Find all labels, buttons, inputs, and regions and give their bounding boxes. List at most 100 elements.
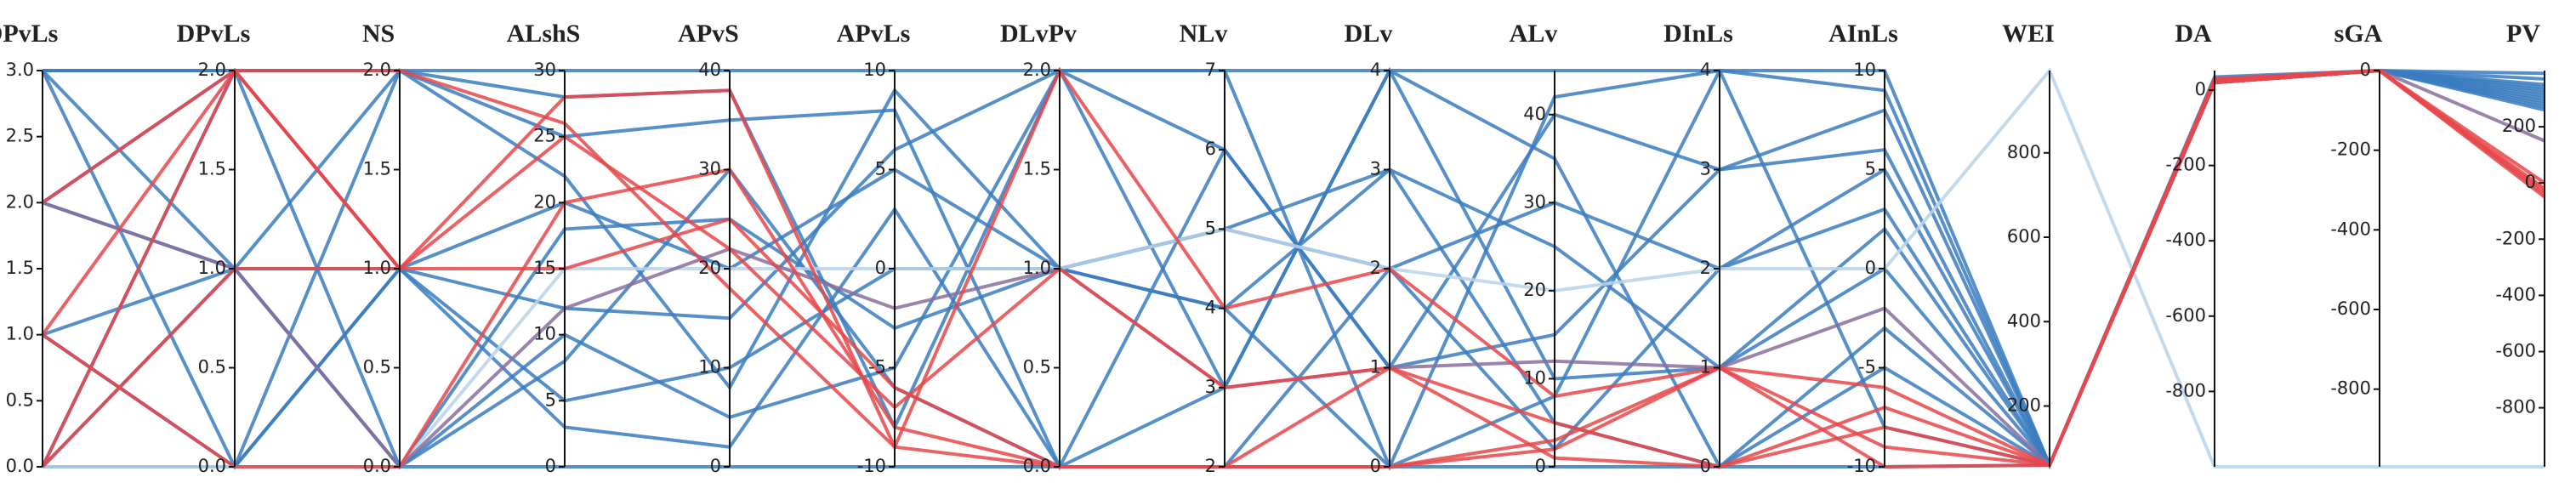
tick-label: -10	[857, 456, 886, 476]
tick-label: 200	[2007, 395, 2041, 416]
tick-label: -600	[2165, 305, 2206, 326]
tick-label: -400	[2495, 284, 2536, 304]
tick-label: 40	[1523, 104, 1546, 124]
tick-label: 0	[2360, 60, 2371, 80]
tick-label: 0	[710, 456, 721, 476]
axis-title: WEI	[2002, 20, 2055, 48]
axis-title: NLv	[1180, 20, 1228, 48]
tick-label: 5	[1205, 218, 1216, 238]
tick-label: 0.0	[363, 456, 391, 476]
axis-title: AInLs	[1828, 20, 1898, 48]
tick-label: 4	[1700, 60, 1711, 80]
tick-label: 0.5	[1023, 357, 1051, 378]
tick-label: 0	[1370, 456, 1381, 476]
tick-label: -200	[2330, 139, 2371, 160]
axis-title: DA	[2175, 20, 2212, 48]
tick-label: 3.0	[6, 60, 34, 80]
tick-label: 600	[2007, 226, 2041, 247]
tick-label: -800	[2330, 378, 2371, 399]
tick-label: 0	[1865, 258, 1876, 278]
tick-label: 30	[533, 60, 556, 80]
axis-title: ALshS	[507, 20, 581, 48]
tick-label: 200	[2502, 116, 2536, 136]
tick-label: -600	[2330, 298, 2371, 319]
tick-label: 10	[863, 60, 886, 80]
lines	[41, 66, 2546, 472]
tick-label: 4	[1205, 298, 1216, 318]
axis-title: PV	[2506, 20, 2540, 48]
tick-label: 5	[1865, 159, 1876, 179]
tick-label: 2	[1205, 456, 1216, 476]
tick-label: 0	[2525, 172, 2536, 192]
tick-label: -400	[2330, 219, 2371, 239]
tick-label: 2.0	[6, 191, 34, 212]
tick-label: 25	[533, 126, 556, 146]
tick-label: 0	[545, 456, 556, 476]
tick-label: 3	[1370, 159, 1381, 179]
tick-label: 400	[2007, 310, 2041, 331]
tick-label: -5	[868, 357, 886, 378]
tick-label: -600	[2495, 340, 2536, 361]
tick-label: 1	[1700, 357, 1711, 378]
tick-label: -800	[2495, 397, 2536, 417]
tick-label: 0	[1700, 456, 1711, 476]
tick-label: -800	[2165, 380, 2206, 400]
tick-label: 5	[875, 159, 886, 179]
tick-label: -5	[1858, 357, 1876, 378]
tick-label: 10	[533, 324, 556, 344]
tick-label: 3	[1700, 159, 1711, 179]
axis-title: DPvLs	[0, 20, 58, 48]
tick-label: 2	[1700, 258, 1711, 278]
tick-label: 1.0	[1023, 258, 1051, 278]
tick-label: 10	[1523, 367, 1546, 388]
tick-label: -200	[2495, 228, 2536, 248]
tick-label: 30	[698, 159, 721, 179]
tick-label: 1.5	[198, 159, 226, 179]
tick-label: 0	[2195, 79, 2206, 99]
tick-label: 1.5	[6, 258, 34, 278]
tick-label: 6	[1205, 139, 1216, 159]
tick-label: 7	[1205, 60, 1216, 80]
tick-label: 2.0	[1023, 60, 1051, 80]
tick-label: 1.5	[363, 159, 391, 179]
tick-label: 5	[545, 389, 556, 410]
axis-title: DInLs	[1663, 20, 1733, 48]
tick-label: 10	[698, 357, 721, 378]
tick-label: 3	[1205, 377, 1216, 397]
tick-label: 30	[1523, 191, 1546, 212]
tick-label: 0.0	[1023, 456, 1051, 476]
tick-label: 4	[1370, 60, 1381, 80]
axis-title: APvLs	[837, 20, 911, 48]
tick-label: 20	[698, 258, 721, 278]
tick-label: 2.0	[363, 60, 391, 80]
tick-label: 2.0	[198, 60, 226, 80]
tick-label: 20	[533, 191, 556, 212]
axis-title: DPvLs	[177, 20, 251, 48]
axis-title: APvS	[678, 20, 739, 48]
tick-label: 0	[1535, 456, 1546, 476]
tick-label: -200	[2165, 155, 2206, 175]
axis-title: sGA	[2334, 20, 2383, 48]
tick-label: 0.0	[6, 456, 34, 476]
axis-title: NS	[362, 20, 395, 48]
data-line	[41, 68, 2546, 469]
tick-label: 1.5	[1023, 159, 1051, 179]
tick-label: 1.0	[198, 258, 226, 278]
tick-label: -10	[1847, 456, 1876, 476]
tick-label: 0.0	[198, 456, 226, 476]
axis-title: DLv	[1345, 20, 1393, 48]
tick-label: 2.5	[6, 126, 34, 146]
tick-label: 0.5	[198, 357, 226, 378]
tick-label: 0	[875, 258, 886, 278]
tick-label: 20	[1523, 280, 1546, 300]
tick-label: 40	[698, 60, 721, 80]
tick-label: 0.5	[6, 389, 34, 410]
tick-label: 1.0	[6, 324, 34, 344]
tick-label: -400	[2165, 230, 2206, 250]
axis-title: DLvPv	[1000, 20, 1077, 48]
tick-label: 0.5	[363, 357, 391, 378]
axis-title: ALv	[1510, 20, 1558, 48]
tick-label: 800	[2007, 142, 2041, 162]
tick-label: 2	[1370, 258, 1381, 278]
